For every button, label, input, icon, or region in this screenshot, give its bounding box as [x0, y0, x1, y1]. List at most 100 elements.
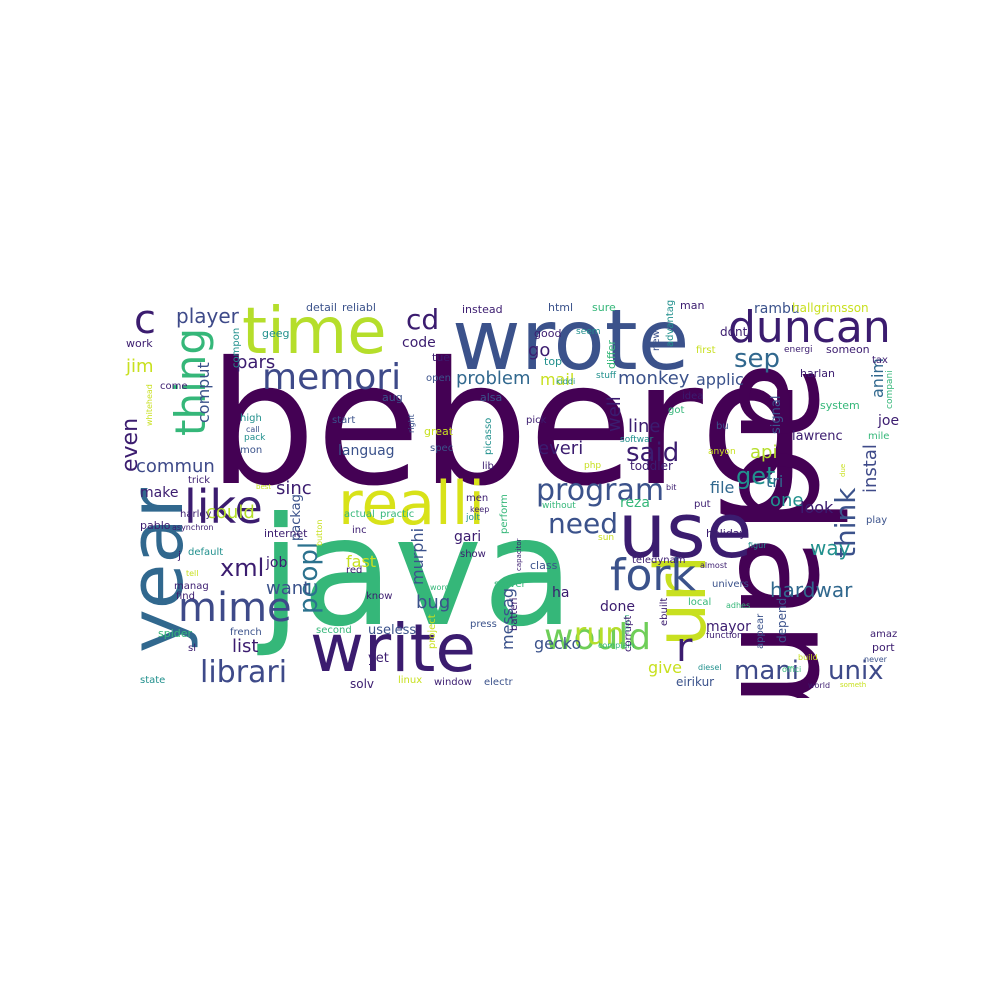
word-spec: spec: [430, 443, 454, 454]
word-unix: unix: [828, 656, 884, 686]
word-system: system: [820, 399, 860, 412]
word-teledynam: teledynam: [632, 555, 686, 566]
word-never: never: [864, 655, 887, 664]
word-get: get: [736, 462, 776, 490]
word-trick: trick: [188, 475, 211, 486]
word-html: html: [548, 301, 574, 314]
word-depend: depend: [775, 597, 789, 643]
word-monkey: monkey: [618, 368, 690, 389]
word-cloud: beberg java adam wrote use write year ti…: [120, 298, 900, 698]
word-men: men: [466, 493, 489, 504]
word-signal: signal: [769, 395, 784, 434]
word-capacitor: capacitor: [515, 538, 523, 571]
word-aug: aug: [382, 391, 403, 404]
word-manag: manag: [174, 581, 209, 592]
word-batteri: batteri: [509, 597, 520, 631]
word-mon: mon: [240, 445, 263, 456]
word-want: want: [266, 578, 311, 599]
word-pars: pars: [236, 352, 276, 373]
word-like: like: [184, 480, 263, 534]
word-player: player: [176, 304, 239, 328]
word-everi: everi: [538, 438, 584, 459]
word-give: give: [648, 658, 682, 677]
word-tri: tri: [766, 472, 784, 491]
word-univers: univers: [712, 579, 749, 590]
word-new: new: [651, 330, 662, 351]
word-librari: librari: [200, 655, 288, 690]
word-cd: cd: [406, 303, 440, 336]
word-state: state: [140, 675, 166, 686]
word-file: file: [710, 478, 735, 497]
word-due: due: [839, 463, 847, 477]
word-stuff: stuff: [596, 371, 617, 381]
word-energi: energi: [784, 345, 813, 355]
word-xml: xml: [220, 554, 265, 582]
word-lawrenc: lawrenc: [792, 429, 843, 444]
word-way: way: [810, 536, 851, 560]
word-second: second: [316, 625, 352, 636]
word-fork: fork: [610, 550, 696, 601]
word-solv: solv: [350, 677, 375, 691]
word-reliabl: reliabl: [342, 301, 376, 314]
word-realli: realli: [338, 469, 486, 539]
word-lib: lib: [482, 461, 494, 472]
word-adhes: adhes: [726, 601, 751, 610]
word-run: run: [574, 617, 625, 652]
word-someon: someon: [826, 343, 870, 356]
word-c: c: [134, 298, 156, 343]
word-build: build: [798, 653, 818, 662]
word-eirikur: eirikur: [676, 675, 715, 689]
word-work: work: [126, 337, 153, 350]
word-best: best: [256, 483, 272, 491]
word-gecko: gecko: [534, 634, 582, 653]
word-press: press: [470, 619, 497, 630]
word-without: without: [542, 501, 576, 511]
word-button: button: [315, 519, 324, 546]
word-r: r: [676, 625, 693, 671]
word-class: class: [530, 559, 558, 572]
word-pack: pack: [244, 433, 266, 443]
word-default: default: [188, 547, 224, 558]
word-write: write: [310, 610, 476, 687]
word-offici: offici: [782, 665, 802, 674]
word-reza: reza: [620, 495, 650, 511]
word-call: call: [246, 425, 260, 434]
word-line: line: [628, 416, 661, 437]
word-bug: bug: [416, 592, 451, 613]
word-said: said: [626, 438, 680, 468]
word-done: done: [600, 599, 635, 615]
word-dont: dont: [720, 325, 748, 339]
word-instead: instead: [462, 303, 503, 316]
word-well: well: [604, 396, 625, 432]
word-know: know: [366, 591, 393, 602]
word-time: time: [242, 298, 387, 369]
word-whitehead: whitehead: [145, 384, 154, 426]
word-bit: bit: [666, 483, 677, 492]
word-job: job: [266, 555, 288, 571]
word-great: great: [424, 425, 454, 438]
word-french: french: [230, 627, 262, 638]
word-idea: idea: [682, 391, 704, 402]
word-actual: actual: [344, 509, 375, 520]
word-bu: bu: [716, 421, 729, 432]
word-go: go: [528, 340, 551, 361]
word-figur: figur: [748, 541, 767, 550]
word-would: would: [544, 617, 652, 658]
word-practic: practic: [380, 509, 415, 520]
word-mani: mani: [734, 656, 799, 686]
word-pick: pick: [526, 415, 547, 426]
word-sure: sure: [592, 301, 616, 314]
word-jim: jim: [126, 356, 154, 377]
word-someth: someth: [840, 681, 867, 689]
word-start: start: [332, 415, 356, 426]
word-advantag: advantag: [665, 299, 676, 347]
word-differ: differ: [605, 340, 618, 369]
word-compon: compon: [231, 327, 242, 368]
word-show: show: [460, 549, 486, 560]
word-world: world: [808, 681, 831, 690]
word-first: first: [696, 345, 716, 356]
word-pablo: pablo: [140, 519, 171, 532]
word-seem: seem: [576, 327, 601, 337]
word-code: code: [402, 335, 436, 351]
word-keep: keep: [470, 505, 490, 514]
